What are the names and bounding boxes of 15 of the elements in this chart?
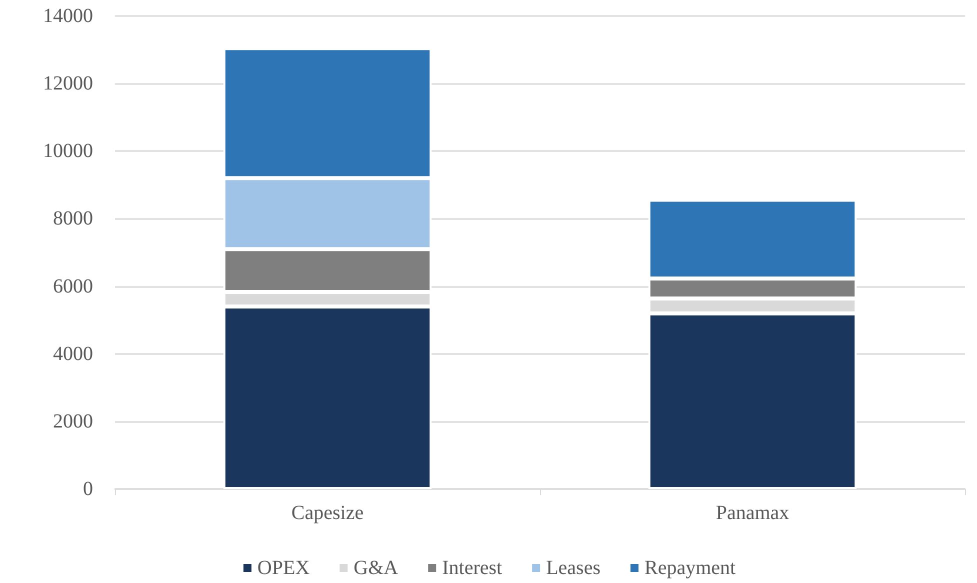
y-tick-label: 4000 [53, 342, 93, 365]
y-tick-label: 12000 [43, 72, 93, 95]
y-tick-label: 14000 [43, 5, 93, 27]
legend-label: Leases [546, 557, 601, 579]
y-tick-label: 10000 [43, 140, 93, 162]
y-tick-label: 0 [83, 478, 93, 500]
y-tick-label: 2000 [53, 410, 93, 432]
y-tick-label: 6000 [53, 275, 93, 298]
y-tick-label: 8000 [53, 208, 93, 230]
x-tick-label: Capesize [291, 502, 364, 524]
legend-label: Interest [442, 557, 503, 579]
x-tick-label: Panamax [716, 502, 790, 524]
legend-label: OPEX [257, 557, 310, 579]
legend-label: Repayment [644, 557, 736, 579]
legend-label: G&A [354, 557, 399, 579]
